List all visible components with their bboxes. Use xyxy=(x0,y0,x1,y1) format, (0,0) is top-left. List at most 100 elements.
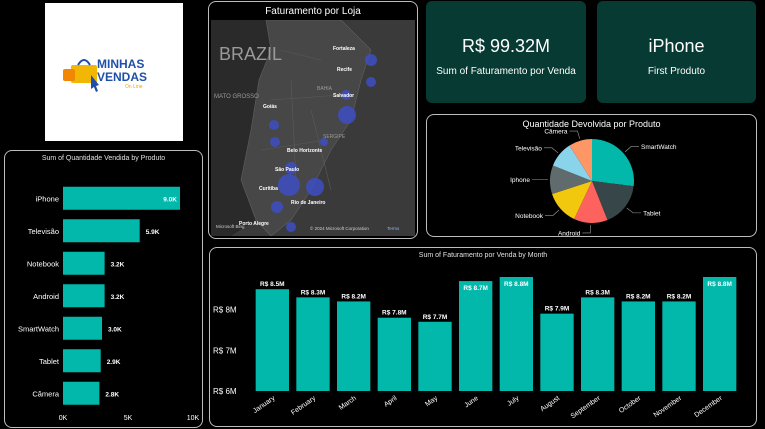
pie-slice-label: Iphone xyxy=(510,177,530,184)
hbar-data-label: 9.0K xyxy=(163,196,177,203)
pie-leader-line xyxy=(624,146,640,153)
logo-line1: MINHAS xyxy=(97,57,145,71)
pie-slice-label: Android xyxy=(558,230,581,237)
map-bubble[interactable] xyxy=(270,137,280,147)
hbar-bar[interactable] xyxy=(63,186,180,210)
pie-slice[interactable] xyxy=(592,139,634,187)
hbar-bar[interactable] xyxy=(63,349,101,373)
hbar-bar[interactable] xyxy=(63,316,102,340)
product-kpi-value: iPhone xyxy=(648,36,705,56)
column-bar[interactable] xyxy=(662,301,696,391)
column-bar[interactable] xyxy=(296,297,330,391)
column-category-label: April xyxy=(383,395,399,409)
map-bubble[interactable] xyxy=(286,222,296,232)
column-bar[interactable] xyxy=(621,301,656,391)
city-label: Porto Alegre xyxy=(239,221,269,227)
column-bar[interactable] xyxy=(580,297,615,391)
pie-slice-label: Câmera xyxy=(544,129,568,136)
hbar-data-label: 3.2K xyxy=(111,294,125,301)
column-bar[interactable] xyxy=(377,317,412,391)
pie-leader-line xyxy=(543,147,559,154)
column-data-label: R$ 8.8M xyxy=(707,281,732,288)
city-label: São Paulo xyxy=(275,167,299,173)
map-bubble[interactable] xyxy=(338,106,356,124)
column-bar[interactable] xyxy=(458,281,493,391)
hbar-category-label: Tablet xyxy=(39,357,60,366)
hbar-bar[interactable] xyxy=(63,251,105,275)
city-label: Rio de Janeiro xyxy=(291,200,325,206)
revenue-kpi-label: Sum of Faturamento por Venda xyxy=(436,66,576,77)
column-data-label: R$ 8.3M xyxy=(585,289,610,296)
column-data-label: R$ 8.7M xyxy=(463,285,488,292)
map-bubble[interactable] xyxy=(269,120,279,130)
shopping-bag-logo-icon xyxy=(63,59,99,92)
map-bubble[interactable] xyxy=(306,178,324,196)
column-category-label: January xyxy=(252,395,277,415)
column-category-label: November xyxy=(653,395,684,420)
bing-logo: Microsoft Bing xyxy=(216,224,245,229)
hbar-chart-title: Sum of Quantidade Vendida by Produto xyxy=(41,155,166,162)
region-label: SERGIPE xyxy=(323,134,346,140)
map-canvas[interactable]: BRAZIL MATO GROSSO SERGIPE BAHIA Fortale… xyxy=(211,19,415,237)
map-bubble[interactable] xyxy=(320,138,328,146)
column-chart-panel: Sum of Faturamento por Venda by Month R$… xyxy=(209,247,757,427)
map-bubble[interactable] xyxy=(341,90,351,100)
product-kpi-label: First Produto xyxy=(647,66,706,77)
region-label: MATO GROSSO xyxy=(214,94,259,100)
pie-slice[interactable] xyxy=(552,181,592,220)
pie-slice-label: SmartWatch xyxy=(641,144,677,151)
hbar-bar[interactable] xyxy=(63,284,105,308)
hbar-bar[interactable] xyxy=(63,381,100,405)
map-bubble[interactable] xyxy=(366,77,376,87)
hbar-bar[interactable] xyxy=(63,219,140,243)
column-bar[interactable] xyxy=(702,277,737,391)
map-bubble[interactable] xyxy=(285,162,297,174)
map-svg: BRAZIL MATO GROSSO SERGIPE BAHIA Fortale… xyxy=(211,19,400,237)
city-label: Goiás xyxy=(263,104,277,110)
pie-slice[interactable] xyxy=(552,145,592,181)
column-data-label: R$ 7.9M xyxy=(545,306,570,313)
column-data-label: R$ 8.3M xyxy=(301,289,326,296)
pie-leader-line xyxy=(582,224,591,234)
city-label: Recife xyxy=(337,67,352,73)
logo-tagline: On Line xyxy=(125,84,143,90)
city-label: Salvador xyxy=(333,93,354,99)
column-bar[interactable] xyxy=(418,321,452,391)
city-label: Curitiba xyxy=(259,186,278,192)
hbar-x-tick: 5K xyxy=(124,415,133,422)
map-panel: Faturamento por Loja BRAZIL MATO GROSSO … xyxy=(208,1,418,239)
pie-slice[interactable] xyxy=(574,181,608,223)
map-attribution: © 2024 Microsoft Corporation xyxy=(310,225,369,231)
hbar-data-label: 2.9K xyxy=(107,359,121,366)
column-category-label: July xyxy=(506,395,521,408)
hbar-category-label: iPhone xyxy=(36,194,59,203)
column-y-tick: R$ 7M xyxy=(213,346,237,355)
map-bubble[interactable] xyxy=(271,201,283,213)
hbar-chart-svg: iPhone 9.0K Televisão 5.9K Notebook 3.2K Andro… xyxy=(18,186,200,422)
column-y-tick: R$ 8M xyxy=(213,306,237,315)
pie-chart-title: Quantidade Devolvida por Produto xyxy=(522,119,661,129)
map-bubble[interactable] xyxy=(278,174,300,196)
map-terms-link[interactable]: Terms xyxy=(387,226,400,231)
column-data-label: R$ 7.8M xyxy=(382,310,407,317)
product-kpi-card: iPhone First Produto xyxy=(597,1,756,103)
pie-slice[interactable] xyxy=(592,181,634,221)
pie-slice-label: Notebook xyxy=(515,213,544,220)
hbar-category-label: Android xyxy=(33,292,59,301)
pie-slice[interactable] xyxy=(550,165,592,194)
hbar-x-tick: 10K xyxy=(187,415,200,422)
map-bubble[interactable] xyxy=(365,54,377,66)
column-data-label: R$ 8.8M xyxy=(504,281,529,288)
region-label: BAHIA xyxy=(317,86,333,92)
column-bar[interactable] xyxy=(540,313,574,391)
column-data-label: R$ 8.2M xyxy=(667,293,692,300)
pie-leader-line xyxy=(626,207,642,214)
pie-slice[interactable] xyxy=(569,139,592,181)
column-bar[interactable] xyxy=(255,289,290,391)
column-chart-title: Sum of Faturamento por Venda by Month xyxy=(418,252,548,259)
country-label: BRAZIL xyxy=(219,44,282,64)
column-category-label: September xyxy=(570,395,603,421)
column-category-label: June xyxy=(463,395,480,410)
column-bar[interactable] xyxy=(499,277,534,391)
column-bar[interactable] xyxy=(336,301,371,391)
